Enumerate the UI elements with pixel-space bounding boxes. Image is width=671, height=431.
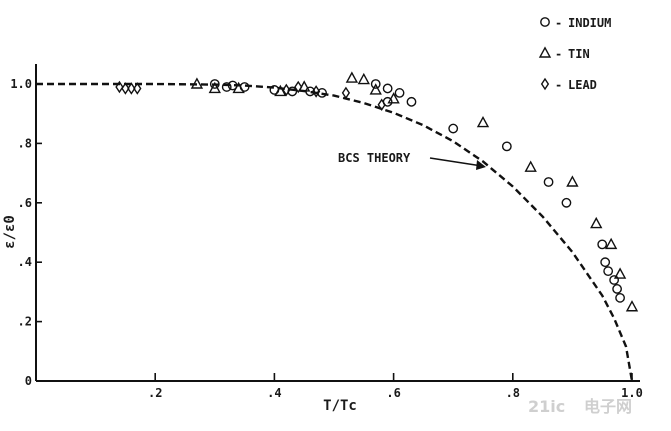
tin-point	[190, 77, 204, 89]
axis-labels: T/Tc ε/ε0	[2, 215, 357, 414]
lead-point	[121, 82, 130, 95]
indium-point	[221, 82, 232, 92]
lead-point	[282, 83, 291, 97]
watermark: 21ic 电子网	[528, 397, 632, 416]
y-tick-label: .8	[18, 136, 32, 150]
indium-point	[370, 79, 381, 89]
x-tick-label: 1.0	[621, 386, 643, 400]
x-tick-label: .8	[506, 386, 520, 400]
indium-point	[448, 123, 459, 134]
bcs-theory-curve	[36, 82, 634, 382]
watermark-subtext: 电子网	[584, 397, 632, 416]
indium-point	[394, 88, 405, 98]
y-tick-label: .4	[18, 255, 32, 269]
indium-point	[597, 239, 608, 250]
y-tick-label: 1.0	[10, 77, 32, 91]
legend-dash: -	[555, 78, 562, 92]
indium-point	[501, 141, 512, 152]
indium-point	[543, 177, 554, 187]
x-tick-label: .2	[148, 386, 162, 400]
tin-point	[369, 83, 382, 95]
watermark-text: 21ic	[528, 397, 565, 416]
bcs-theory-annotation: BCS THEORY	[338, 151, 486, 170]
legend-label-lead: LEAD	[568, 78, 597, 92]
tin-point	[566, 175, 579, 187]
tin-point	[387, 92, 400, 104]
tin-point	[476, 115, 490, 128]
legend-label-tin: TIN	[568, 47, 590, 61]
lead-point	[311, 85, 321, 98]
bcs-theory-label: BCS THEORY	[338, 151, 411, 165]
tin-point	[208, 81, 221, 94]
x-tick-label: .4	[267, 386, 281, 400]
tin-point	[232, 81, 245, 94]
ticks: .2 .4 .6 .8 1.0 0 .2 .4 .6 .8 1.0	[10, 77, 643, 400]
data-points-layer	[115, 71, 639, 312]
y-axis-label: ε/ε0	[2, 215, 18, 249]
tin-point	[604, 237, 618, 250]
lead-legend-marker	[540, 77, 550, 91]
x-tick-label: .6	[386, 386, 400, 400]
indium-point	[600, 257, 611, 268]
lead-point	[115, 80, 124, 94]
arrow-head-icon	[476, 160, 486, 170]
tin-point	[625, 300, 639, 312]
indium-point	[382, 83, 393, 94]
indium-point	[603, 266, 614, 277]
indium-legend-marker	[540, 17, 550, 27]
tin-point	[613, 267, 627, 279]
x-axis-label: T/Tc	[323, 398, 357, 414]
tin-point	[357, 72, 370, 85]
indium-point	[561, 197, 572, 208]
tin-point	[524, 160, 537, 172]
legend: - INDIUM- TIN- LEAD	[538, 16, 611, 92]
bcs-theory-arrow-line	[429, 157, 483, 167]
lead-point	[133, 82, 142, 95]
axes	[35, 64, 640, 382]
indium-point	[612, 284, 622, 294]
indium-point	[209, 79, 220, 89]
tin-point	[345, 71, 359, 83]
legend-dash: -	[555, 47, 562, 61]
indium-point	[609, 275, 620, 285]
tin-point	[590, 216, 603, 229]
lead-point	[377, 98, 386, 112]
y-tick-label: .2	[18, 315, 32, 329]
bcs-theory-curve-layer	[36, 82, 634, 382]
y-tick-label: .6	[18, 196, 32, 210]
indium-point	[615, 292, 625, 303]
tin-legend-marker	[538, 46, 552, 58]
indium-point	[406, 96, 417, 107]
lead-point	[127, 82, 136, 95]
y-tick-label: 0	[25, 374, 32, 388]
legend-label-indium: INDIUM	[568, 16, 611, 30]
lead-point	[341, 86, 351, 100]
lead-point	[294, 80, 303, 94]
legend-dash: -	[555, 16, 562, 30]
